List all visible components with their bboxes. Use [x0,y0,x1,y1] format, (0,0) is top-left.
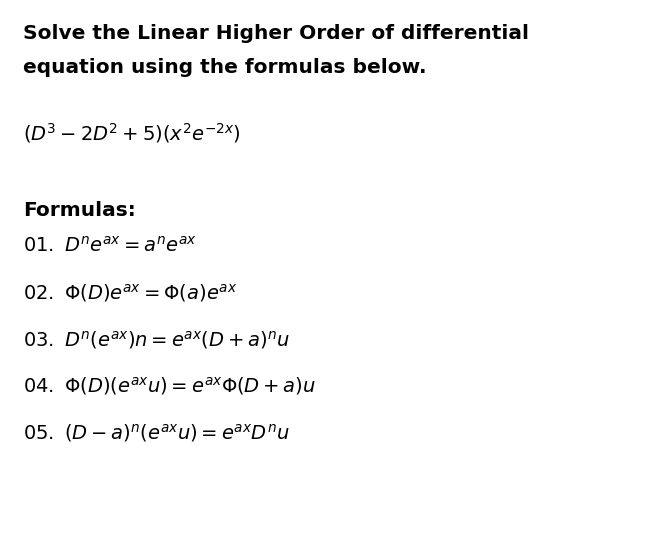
Text: $02.\ \Phi(D)e^{ax} = \Phi(a)e^{ax}$: $02.\ \Phi(D)e^{ax} = \Phi(a)e^{ax}$ [23,282,238,304]
Text: $04.\ \Phi(D)(e^{ax}u) = e^{ax}\Phi(D + a)u$: $04.\ \Phi(D)(e^{ax}u) = e^{ax}\Phi(D + … [23,375,317,397]
Text: $(D^3 - 2D^2 + 5)(x^2 e^{-2x})$: $(D^3 - 2D^2 + 5)(x^2 e^{-2x})$ [23,122,241,145]
Text: Solve the Linear Higher Order of differential: Solve the Linear Higher Order of differe… [23,24,529,43]
Text: equation using the formulas below.: equation using the formulas below. [23,58,427,77]
Text: $05.\ (D - a)^n(e^{ax}u) = e^{ax}D^n u$: $05.\ (D - a)^n(e^{ax}u) = e^{ax}D^n u$ [23,422,291,444]
Text: Formulas:: Formulas: [23,201,136,220]
Text: $03.\ D^n(e^{ax})n = e^{ax}(D + a)^n u$: $03.\ D^n(e^{ax})n = e^{ax}(D + a)^n u$ [23,329,291,352]
Text: $01.\ D^n e^{ax} = a^n e^{ax}$: $01.\ D^n e^{ax} = a^n e^{ax}$ [23,236,197,256]
